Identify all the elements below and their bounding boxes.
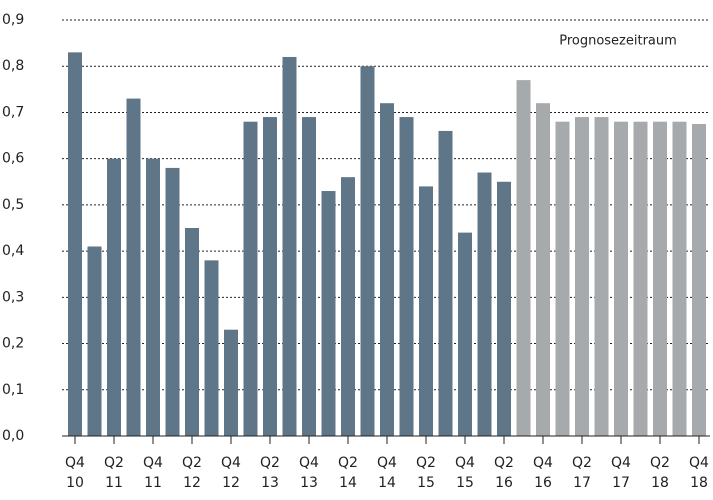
bar	[419, 186, 433, 436]
x-tick-label: 13	[300, 475, 318, 491]
y-tick-label: 0,5	[2, 197, 24, 213]
bar	[165, 167, 180, 436]
x-tick-label: 12	[183, 475, 201, 491]
x-tick-label: Q4	[533, 455, 553, 471]
x-tick-label: Q4	[221, 455, 241, 471]
x-tick-label: Q4	[143, 455, 163, 471]
x-tick-label: 15	[417, 475, 435, 491]
x-tick-label: 15	[456, 475, 474, 491]
bar	[126, 98, 141, 437]
x-tick-label: Q4	[377, 455, 397, 471]
x-tick-label: Q4	[299, 455, 319, 471]
bar	[341, 177, 355, 436]
y-tick-label: 0,8	[2, 58, 24, 74]
bar	[107, 158, 121, 436]
x-tick-label: 13	[261, 475, 279, 491]
bar	[380, 103, 394, 436]
bar	[614, 121, 628, 436]
bar	[438, 130, 453, 436]
x-tick-label: Q4	[455, 455, 475, 471]
bar	[516, 80, 531, 436]
bar	[458, 232, 472, 436]
x-tick-label: 10	[66, 475, 84, 491]
x-tick-label: 16	[534, 475, 552, 491]
x-tick-label: 14	[339, 475, 357, 491]
bar	[633, 121, 648, 436]
bar	[672, 121, 687, 436]
bar	[594, 117, 609, 437]
annotation-bg	[550, 29, 686, 48]
y-tick-label: 0,3	[2, 289, 24, 305]
x-tick-label: 12	[222, 475, 240, 491]
x-tick-label: Q4	[65, 455, 85, 471]
x-tick-label: 16	[495, 475, 513, 491]
x-tick-label: 18	[690, 475, 708, 491]
bar	[653, 121, 667, 436]
x-tick-label: Q2	[260, 455, 280, 471]
x-tick-label: Q2	[416, 455, 436, 471]
bar	[399, 117, 414, 437]
x-tick-label: 17	[573, 475, 591, 491]
bar	[536, 103, 550, 436]
x-tick-label: Q2	[494, 455, 514, 471]
bar	[243, 121, 258, 436]
bar	[575, 117, 589, 437]
bar	[282, 56, 297, 436]
y-tick-label: 0,7	[2, 104, 24, 120]
bar	[185, 228, 199, 436]
bar	[204, 260, 219, 436]
bar	[87, 246, 102, 436]
bar	[68, 52, 82, 436]
x-tick-label: Q2	[650, 455, 670, 471]
x-tick-label: Q2	[182, 455, 202, 471]
y-tick-label: 0,9	[2, 12, 24, 28]
annotation: Prognosezeitraum	[559, 33, 677, 48]
bar	[263, 117, 277, 437]
bar	[692, 124, 706, 436]
bar	[477, 172, 492, 437]
y-tick-label: 0,6	[2, 151, 24, 167]
x-tick-label: Q2	[572, 455, 592, 471]
bar	[497, 181, 511, 436]
y-tick-label: 0,1	[2, 382, 24, 398]
x-tick-label: 17	[612, 475, 630, 491]
x-tick-label: 11	[105, 475, 123, 491]
bar	[146, 158, 160, 436]
bar	[321, 191, 336, 436]
x-tick-label: Q4	[611, 455, 631, 471]
x-tick-label: 14	[378, 475, 396, 491]
x-tick-label: Q2	[104, 455, 124, 471]
bar	[224, 329, 238, 436]
y-tick-label: 0,2	[2, 336, 24, 352]
bar	[302, 117, 316, 437]
bar	[555, 121, 570, 436]
y-tick-label: 0,0	[2, 428, 24, 444]
bar	[360, 66, 375, 436]
x-tick-label: Q4	[689, 455, 709, 471]
x-tick-label: 18	[651, 475, 669, 491]
x-tick-label: 11	[144, 475, 162, 491]
x-tick-label: Q2	[338, 455, 358, 471]
y-tick-label: 0,4	[2, 243, 24, 259]
